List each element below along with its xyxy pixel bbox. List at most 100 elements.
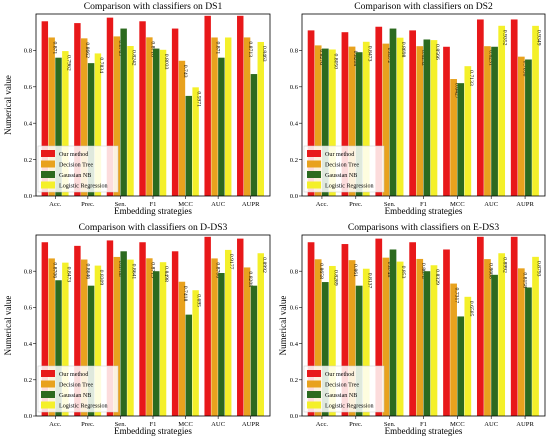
bar-gaussian-nb-aupr	[525, 287, 532, 416]
bar-our-method-mcc	[171, 28, 179, 197]
bar-gaussian-nb-f1	[153, 48, 160, 196]
x-tick-label: MCC	[450, 201, 465, 208]
bar-our-method-f1	[139, 242, 146, 416]
x-tick-label: MCC	[178, 421, 193, 428]
bar-decision-tree-auc	[211, 258, 218, 416]
legend-entry: Gaussian NB	[59, 393, 91, 399]
data-label: 0.8658	[318, 263, 324, 279]
data-label: 0.8463	[261, 46, 267, 62]
data-label: 0.7418	[182, 286, 188, 302]
x-tick-label: Acc.	[49, 201, 62, 208]
bar-our-method-acc	[307, 242, 315, 416]
legend: Our method Decision Tree Gaussian NB Logist…	[303, 365, 385, 413]
bar-gaussian-nb-auc	[491, 46, 498, 197]
bar-our-method-sen	[106, 17, 114, 196]
x-tick-label: Prec.	[349, 421, 363, 428]
x-tick-label: AUC	[484, 421, 499, 428]
data-label: 0.8208	[247, 271, 253, 287]
data-label: 0.871	[215, 41, 221, 54]
data-label: 0.8372	[386, 48, 392, 64]
y-tick-label: 0.8	[24, 268, 33, 275]
bar-gaussian-nb-prec	[87, 63, 95, 196]
x-tick-label: AUPR	[516, 201, 534, 208]
legend-swatch	[41, 160, 55, 168]
data-label: 0.7962	[65, 55, 71, 71]
bar-gaussian-nb-acc	[321, 282, 329, 416]
legend-entry: Our method	[325, 152, 354, 158]
bar-decision-tree-sen	[113, 256, 121, 416]
bar-logistic-regression-sen	[396, 37, 404, 197]
y-tick-label: 0.6	[24, 84, 33, 91]
bar-logistic-regression-sen	[396, 261, 404, 416]
data-label: 0.6427	[454, 83, 460, 99]
bar-decision-tree-prec	[81, 259, 88, 416]
legend-entry: Decision Tree	[325, 383, 359, 389]
bar-our-method-prec	[341, 32, 349, 197]
data-label: 0.8309	[98, 270, 104, 286]
legend-entry: Logistic Regression	[325, 404, 374, 410]
data-label: 0.8706	[215, 262, 221, 278]
bar-our-method-auc	[476, 236, 484, 416]
data-label: 0.8992	[261, 257, 267, 273]
x-tick-label: F1	[420, 421, 427, 428]
bar-gaussian-nb-prec	[87, 285, 95, 416]
data-label: 0.8231	[487, 50, 493, 66]
bar-logistic-regression-f1	[430, 40, 438, 196]
bar-gaussian-nb-f1	[423, 39, 431, 197]
bar-logistic-regression-acc	[62, 51, 69, 197]
data-label: 0.8329	[434, 269, 440, 285]
bar-decision-tree-aupr	[243, 267, 251, 416]
bar-logistic-regression-aupr	[257, 253, 264, 416]
x-axis-label: Embedding strategies	[114, 426, 192, 436]
bar-gaussian-nb-aupr	[250, 285, 258, 416]
data-label: 0.8793	[536, 261, 542, 277]
legend-entry: Logistic Regression	[59, 184, 108, 190]
chart-panel-1: Comparison with classifiers on DS1 Numeri…	[3, 1, 271, 216]
y-tick-label: 0.4	[290, 341, 299, 348]
bar-decision-tree-aupr	[243, 37, 251, 196]
data-label: 0.8748	[386, 262, 392, 278]
data-label: 0.8473	[65, 267, 71, 283]
chart-panel-4: Comparisons with classifiers on E-DS3 Num…	[278, 222, 546, 436]
bar-decision-tree-aupr	[517, 56, 525, 196]
bar-our-method-mcc	[443, 46, 450, 197]
x-tick-label: AUC	[484, 201, 499, 208]
y-tick-label: 0.4	[290, 120, 299, 127]
legend-swatch	[307, 380, 321, 388]
x-tick-label: Acc.	[316, 201, 329, 208]
legend-entry: Logistic Regression	[325, 184, 374, 190]
bar-gaussian-nb-aupr	[525, 59, 532, 196]
data-label: 0.743	[182, 65, 188, 78]
bar-gaussian-nb-sen	[120, 251, 127, 416]
data-label: 0.8158	[521, 272, 527, 288]
data-label: 0.8992	[502, 257, 508, 273]
y-tick-label: 0.0	[24, 193, 33, 200]
data-label: 0.8668	[487, 263, 493, 279]
bar-gaussian-nb-auc	[218, 57, 225, 197]
bar-logistic-regression-prec	[362, 41, 370, 196]
x-tick-label: Prec.	[81, 201, 95, 208]
y-tick-label: 0.4	[24, 120, 33, 127]
bar-our-method-aupr	[237, 238, 244, 416]
x-tick-label: MCC	[178, 201, 193, 208]
y-tick-label: 0.2	[24, 377, 32, 384]
legend-swatch	[307, 401, 321, 409]
bar-logistic-regression-prec	[94, 265, 102, 416]
chart-title: Comparison with classifiers on D-DS3	[79, 222, 228, 233]
x-tick-label: Prec.	[349, 201, 363, 208]
data-label: 0.8473	[366, 46, 372, 62]
data-label: 0.8208	[352, 51, 358, 67]
bar-logistic-regression-auc	[498, 253, 506, 416]
bar-gaussian-nb-prec	[355, 52, 363, 196]
bar-decision-tree-acc	[314, 45, 322, 196]
bar-our-method-prec	[74, 23, 81, 196]
legend: Our method Decision Tree Gaussian NB Logist…	[37, 145, 119, 193]
y-tick-label: 0.2	[24, 157, 32, 164]
bar-decision-tree-acc	[314, 259, 322, 416]
data-label: 0.8232	[420, 50, 426, 66]
y-tick-label: 0.6	[290, 305, 299, 312]
legend-swatch	[307, 181, 321, 189]
bar-logistic-regression-prec	[94, 53, 102, 196]
chart-panel-3: Comparison with classifiers on D-DS3 Nume…	[3, 222, 271, 436]
legend-entry: Gaussian NB	[325, 173, 357, 179]
